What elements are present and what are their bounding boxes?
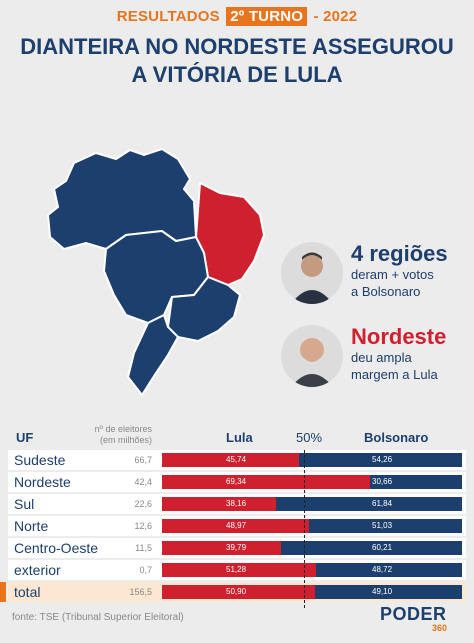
- kicker-pre: RESULTADOS: [116, 8, 220, 25]
- row-uf-label: Sul: [14, 496, 35, 512]
- bar-segment-lula: [162, 497, 277, 511]
- bar-segment-lula: [162, 585, 315, 599]
- bar-label-lula: 39,79: [226, 543, 247, 552]
- title-line-1: DIANTEIRA NO NORDESTE ASSEGUROU: [20, 34, 454, 59]
- legend-lula-line1: deu ampla: [351, 350, 412, 365]
- bar-label-bolsonaro: 49,10: [372, 587, 393, 596]
- lula-photo: [281, 325, 343, 387]
- kicker: RESULTADOS 2º TURNO - 2022: [0, 7, 474, 26]
- bar-label-lula: 51,28: [226, 565, 247, 574]
- legend-bolsonaro-heading: 4 regiões: [351, 241, 448, 266]
- bar-label-bolsonaro: 51,03: [372, 521, 393, 530]
- kicker-post: - 2022: [313, 8, 358, 25]
- row-electors-value: 66,7: [134, 455, 152, 465]
- row-bar: 48,97 51,03: [162, 519, 462, 533]
- bar-label-bolsonaro: 48,72: [372, 565, 393, 574]
- source-note: fonte: TSE (Tribunal Superior Eleitoral): [12, 612, 184, 623]
- row-electors-value: 0,7: [139, 565, 152, 575]
- row-bar: 45,74 54,26: [162, 453, 462, 467]
- bar-label-lula: 69,34: [226, 477, 247, 486]
- header-bolsonaro: Bolsonaro: [364, 430, 429, 445]
- table-row: Sul 22,6 38,16 61,84: [8, 494, 466, 514]
- bar-segment-bolsonaro: [370, 475, 462, 489]
- row-bar: 51,28 48,72: [162, 563, 462, 577]
- bar-segment-lula: [162, 541, 282, 555]
- logo-sub: 360: [432, 623, 448, 633]
- kicker-box: 2º TURNO: [226, 7, 308, 26]
- bolsonaro-photo: [281, 242, 343, 304]
- bar-segment-bolsonaro: [276, 497, 462, 511]
- header: RESULTADOS 2º TURNO - 2022 DIANTEIRA NO …: [0, 7, 474, 89]
- total-highlight-mark: [0, 582, 6, 602]
- bar-segment-lula: [162, 519, 309, 533]
- bar-segment-bolsonaro: [314, 585, 462, 599]
- row-bar: 38,16 61,84: [162, 497, 462, 511]
- row-uf-label: exterior: [14, 562, 61, 578]
- bar-label-bolsonaro: 61,84: [372, 499, 393, 508]
- row-bar: 39,79 60,21: [162, 541, 462, 555]
- row-electors-value: 42,4: [134, 477, 152, 487]
- bar-segment-bolsonaro: [315, 563, 462, 577]
- header-electors: nº de eleitores (em milhões): [78, 424, 152, 446]
- row-bar: 69,34 30,66: [162, 475, 462, 489]
- row-electors-value: 11,5: [135, 543, 152, 553]
- row-electors-value: 12,6: [134, 521, 152, 531]
- header-uf: UF: [16, 430, 34, 445]
- bar-segment-bolsonaro: [281, 541, 462, 555]
- table-row: Sudeste 66,7 45,74 54,26: [8, 450, 466, 470]
- legend-lula-heading: Nordeste: [351, 324, 447, 349]
- header-electors-line1: nº de eleitores: [94, 424, 152, 434]
- row-electors-value: 156,5: [129, 587, 152, 597]
- table-row: total 156,5 50,90 49,10: [0, 582, 466, 602]
- header-electors-line2: (em milhões): [99, 435, 152, 445]
- row-electors-value: 22,6: [134, 499, 152, 509]
- table-row: Centro-Oeste 11,5 39,79 60,21: [8, 538, 466, 558]
- row-uf-label: total: [14, 584, 41, 600]
- legend-lula-line2: margem a Lula: [351, 367, 438, 382]
- bar-segment-lula: [162, 563, 316, 577]
- bar-segment-bolsonaro: [299, 453, 462, 467]
- bar-label-lula: 45,74: [226, 455, 247, 464]
- row-uf-label: Sudeste: [14, 452, 66, 468]
- row-uf-label: Centro-Oeste: [14, 540, 99, 556]
- bar-label-lula: 50,90: [226, 587, 247, 596]
- row-uf-label: Norte: [14, 518, 49, 534]
- fifty-percent-line: [304, 450, 305, 608]
- row-uf-label: Nordeste: [14, 474, 71, 490]
- bar-segment-lula: [162, 453, 300, 467]
- brazil-regions-map: [46, 147, 266, 397]
- bar-segment-bolsonaro: [308, 519, 462, 533]
- row-bar: 50,90 49,10: [162, 585, 462, 599]
- poder360-logo: PODER 360: [380, 604, 447, 633]
- map-region-norte: [46, 147, 198, 251]
- bar-label-lula: 48,97: [226, 521, 247, 530]
- header-midpoint: 50%: [296, 430, 323, 445]
- bar-label-bolsonaro: 60,21: [372, 543, 393, 552]
- header-lula: Lula: [226, 430, 253, 445]
- bar-label-lula: 38,16: [226, 499, 247, 508]
- bar-segment-lula: [162, 475, 371, 489]
- title-line-2: A VITÓRIA DE LULA: [131, 62, 343, 87]
- bar-label-bolsonaro: 54,26: [372, 455, 393, 464]
- page-title: DIANTEIRA NO NORDESTE ASSEGUROU A VITÓRI…: [0, 33, 474, 89]
- table-row: exterior 0,7 51,28 48,72: [8, 560, 466, 580]
- bar-label-bolsonaro: 30,66: [372, 477, 393, 486]
- legend-bolsonaro-line1: deram + votos: [351, 267, 434, 282]
- map-region-sudeste: [166, 275, 242, 343]
- map-region-sul: [126, 313, 180, 397]
- logo-main: PODER: [380, 604, 447, 624]
- table-row: Nordeste 42,4 69,34 30,66: [8, 472, 466, 492]
- table-row: Norte 12,6 48,97 51,03: [8, 516, 466, 536]
- legend-bolsonaro-line2: a Bolsonaro: [351, 284, 421, 299]
